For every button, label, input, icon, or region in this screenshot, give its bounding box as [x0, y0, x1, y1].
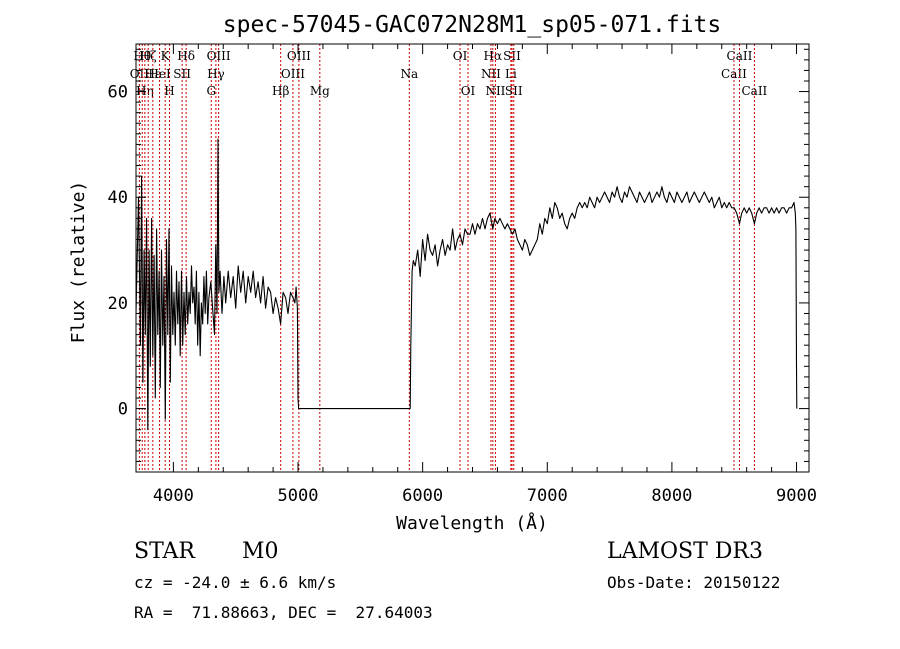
line-marker-label: OI — [453, 49, 468, 63]
line-marker-label: HeI — [148, 67, 171, 81]
line-marker-label: Mg — [310, 84, 330, 98]
line-marker-label: OIII — [287, 49, 311, 63]
x-tick-label: 6000 — [402, 486, 443, 506]
line-marker-label: SII — [503, 49, 521, 63]
line-markers: OIIHθHηHζHεHeIKHSIIHδGHγOIIIHβOIIIOIIIMg… — [130, 44, 768, 472]
line-marker-label: Li — [505, 67, 517, 81]
line-marker-label: Hα — [484, 49, 503, 63]
line-marker-label: NII — [481, 67, 501, 81]
observation-date: Obs-Date: 20150122 — [607, 573, 781, 592]
line-marker-label: CaII — [741, 84, 767, 98]
y-tick-label: 60 — [108, 83, 128, 103]
coordinates: RA = 71.88663, DEC = 27.64003 — [134, 603, 433, 622]
line-marker-label: Hδ — [177, 49, 195, 63]
line-marker-label: Hη — [136, 84, 154, 98]
x-tick-label: 4000 — [153, 486, 194, 506]
spectrum-line — [135, 138, 798, 431]
line-marker-label: Hε — [144, 67, 161, 81]
x-tick-label: 9000 — [776, 486, 817, 506]
redshift-velocity: cz = -24.0 ± 6.6 km/s — [134, 573, 337, 592]
line-marker-label: SII — [173, 67, 191, 81]
plot-frame — [135, 43, 810, 473]
y-tick-label: 40 — [108, 188, 128, 208]
line-marker-label: CaII — [727, 49, 753, 63]
line-marker-label: K — [161, 49, 171, 63]
y-tick-label: 0 — [118, 400, 128, 420]
line-marker-label: Hζ — [140, 49, 157, 63]
object-class: STAR — [134, 539, 195, 564]
x-axis-label: Wavelength (Å) — [396, 512, 548, 534]
line-marker-label: OIII — [281, 67, 305, 81]
line-marker-label: Hγ — [207, 67, 225, 81]
spectrum-series — [135, 138, 798, 431]
line-marker-label: Hβ — [272, 84, 289, 98]
line-marker-label: Na — [400, 67, 418, 81]
line-marker-label: OIII — [207, 49, 231, 63]
line-marker-label: NII — [485, 84, 505, 98]
line-marker-label: H — [164, 84, 174, 98]
object-subclass: M0 — [242, 539, 279, 564]
y-tick-label: 20 — [108, 294, 128, 314]
line-marker-label: SII — [505, 84, 523, 98]
survey-name: LAMOST DR3 — [607, 539, 763, 564]
axes: 4000 5000 6000 7000 8000 9000 0 20 40 60 — [108, 43, 817, 506]
x-tick-label: 7000 — [527, 486, 568, 506]
line-marker-label: OI — [461, 84, 476, 98]
line-marker-label: CaII — [721, 67, 747, 81]
x-tick-label: 8000 — [651, 486, 692, 506]
line-marker-label: G — [206, 84, 216, 98]
chart-title: spec-57045-GAC072N28M1_sp05-071.fits — [223, 12, 722, 38]
y-axis-label: Flux (relative) — [68, 181, 89, 344]
x-tick-label: 5000 — [278, 486, 319, 506]
